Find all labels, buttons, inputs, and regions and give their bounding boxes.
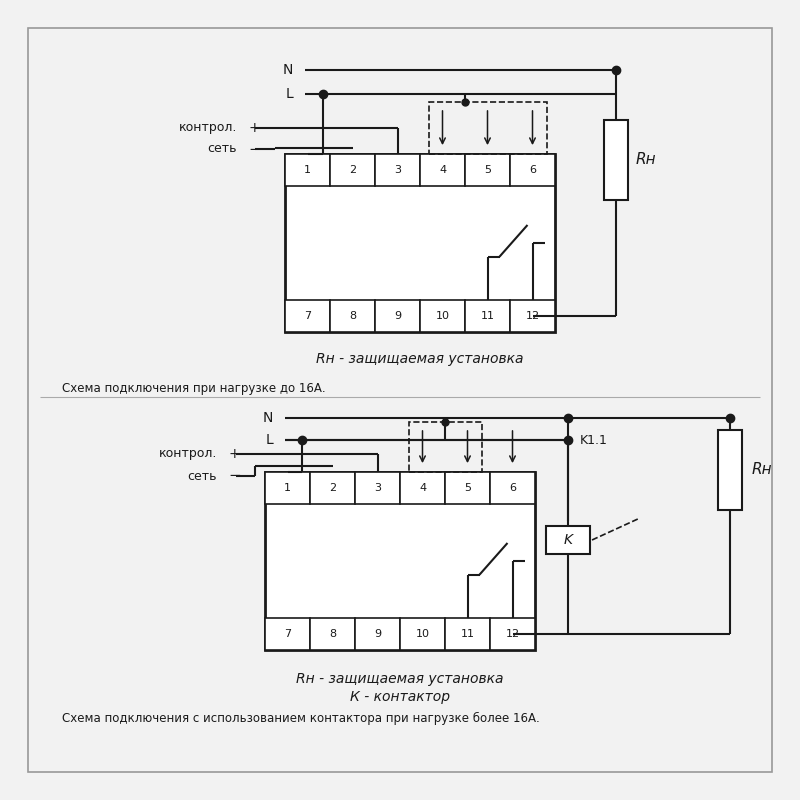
Bar [265, 472, 310, 504]
Bar [310, 618, 355, 650]
Bar [429, 102, 546, 154]
Bar [490, 472, 535, 504]
Bar [420, 300, 465, 332]
Text: сеть: сеть [187, 470, 217, 482]
Bar [285, 154, 330, 186]
Bar [375, 300, 420, 332]
Text: K: K [563, 533, 573, 547]
Text: 2: 2 [329, 483, 336, 493]
Bar [445, 472, 490, 504]
Text: Rн: Rн [636, 153, 657, 167]
Bar [265, 618, 310, 650]
Text: 12: 12 [526, 311, 539, 321]
Text: 5: 5 [464, 483, 471, 493]
Text: 7: 7 [304, 311, 311, 321]
Bar [355, 618, 400, 650]
Bar [420, 154, 465, 186]
Text: 6: 6 [509, 483, 516, 493]
Text: 1: 1 [304, 165, 311, 175]
Text: 10: 10 [415, 629, 430, 639]
Text: контрол.: контрол. [158, 447, 217, 461]
Text: 3: 3 [394, 165, 401, 175]
Bar [330, 300, 375, 332]
Text: +: + [228, 447, 240, 461]
Text: −: − [248, 142, 261, 157]
Text: 6: 6 [529, 165, 536, 175]
Text: 1: 1 [284, 483, 291, 493]
Bar [546, 526, 590, 554]
Bar [375, 154, 420, 186]
Bar [465, 300, 510, 332]
Text: N: N [262, 411, 273, 425]
Text: 5: 5 [484, 165, 491, 175]
Bar [718, 430, 742, 510]
Text: 8: 8 [349, 311, 356, 321]
Text: 12: 12 [506, 629, 519, 639]
Bar [285, 300, 330, 332]
Text: 11: 11 [481, 311, 494, 321]
Bar [510, 300, 555, 332]
Bar [400, 618, 445, 650]
Text: 10: 10 [435, 311, 450, 321]
Text: 4: 4 [439, 165, 446, 175]
Text: 3: 3 [374, 483, 381, 493]
Bar [445, 618, 490, 650]
Bar [355, 472, 400, 504]
Text: 4: 4 [419, 483, 426, 493]
Text: L: L [286, 87, 293, 101]
Text: сеть: сеть [207, 142, 237, 155]
Text: Схема подключения с использованием контактора при нагрузке более 16А.: Схема подключения с использованием конта… [62, 712, 540, 725]
Bar [400, 472, 445, 504]
Text: Rн - защищаемая установка: Rн - защищаемая установка [316, 352, 524, 366]
Text: K1.1: K1.1 [580, 434, 608, 446]
Bar [265, 472, 535, 650]
Text: контрол.: контрол. [178, 122, 237, 134]
Text: 2: 2 [349, 165, 356, 175]
Text: L: L [266, 433, 273, 447]
Bar [330, 154, 375, 186]
Text: 9: 9 [374, 629, 381, 639]
Bar [465, 154, 510, 186]
Text: Rн - защищаемая установка: Rн - защищаемая установка [296, 672, 504, 686]
Text: 9: 9 [394, 311, 401, 321]
Text: Схема подключения при нагрузке до 16А.: Схема подключения при нагрузке до 16А. [62, 382, 326, 395]
Text: К - контактор: К - контактор [350, 690, 450, 704]
Text: 11: 11 [461, 629, 474, 639]
Bar [409, 422, 482, 472]
Text: 8: 8 [329, 629, 336, 639]
Bar [490, 618, 535, 650]
Bar [604, 120, 628, 200]
Text: 7: 7 [284, 629, 291, 639]
Bar [285, 154, 555, 332]
Text: −: − [228, 469, 241, 483]
Text: Rн: Rн [752, 462, 773, 478]
Bar [510, 154, 555, 186]
Bar [310, 472, 355, 504]
Text: N: N [282, 63, 293, 77]
Text: +: + [248, 121, 260, 135]
